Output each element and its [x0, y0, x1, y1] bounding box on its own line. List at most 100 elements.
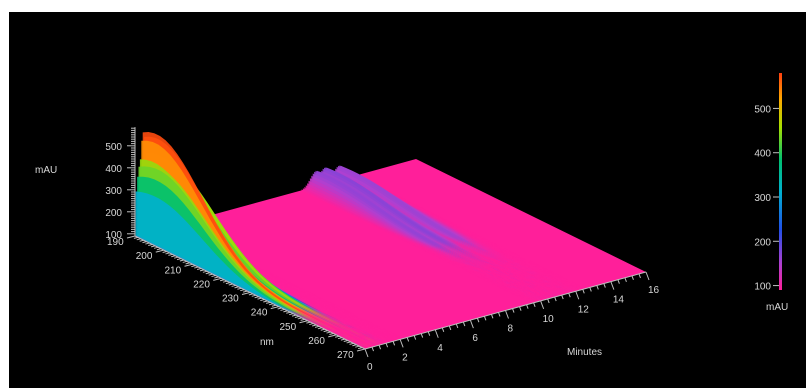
time-minor-tick [476, 318, 480, 323]
wavelength-minor-tick [289, 313, 294, 316]
spectral-surface-slice [309, 178, 540, 302]
time-minor-tick [420, 333, 424, 338]
wavelength-minor-tick [179, 259, 184, 262]
spectral-surface-slice [307, 183, 538, 302]
spectral-surface-slice [356, 175, 587, 289]
wavelength-minor-tick [271, 304, 276, 307]
time-tick-label: 0 [367, 362, 373, 373]
wavelength-minor-tick [349, 342, 354, 345]
wavelength-minor-tick [225, 282, 230, 285]
time-minor-tick [624, 277, 627, 282]
spectral-surface-slice [335, 168, 566, 295]
z-axis-layer: 100 200 300 400 500 [105, 127, 136, 241]
time-minor-tick [526, 304, 529, 309]
time-tick-label: 10 [543, 314, 555, 325]
time-minor-tick [596, 285, 599, 290]
wavelength-minor-tick [197, 268, 202, 270]
time-tick-mark [434, 329, 439, 338]
time-minor-tick [490, 314, 494, 319]
wavelength-tick-mark [241, 292, 251, 295]
time-minor-tick [603, 283, 606, 288]
time-minor-tick [441, 327, 445, 333]
wavelength-minor-tick [234, 286, 239, 289]
time-tick-mark [505, 310, 509, 319]
time-minor-tick [378, 344, 382, 350]
time-tick-mark [610, 281, 615, 290]
wavelength-tick-mark [299, 320, 308, 324]
time-minor-tick [483, 316, 487, 321]
wavelength-tick-label: 270 [337, 350, 354, 361]
time-tick-mark [469, 319, 474, 329]
wavelength-minor-tick [194, 266, 199, 269]
time-tick-label: 8 [508, 324, 514, 335]
z-tick-label: 500 [105, 142, 122, 153]
wavelength-minor-tick [283, 310, 288, 313]
wavelength-minor-tick [297, 317, 302, 320]
time-minor-tick [498, 312, 501, 317]
time-tick-label: 6 [472, 333, 478, 344]
time-minor-tick [589, 287, 592, 292]
spectral-surface-slice [311, 175, 542, 301]
spectral-surface-slice [312, 173, 543, 301]
time-minor-tick [582, 289, 585, 294]
time-minor-tick [568, 292, 571, 298]
time-minor-tick [462, 321, 466, 327]
wavelength-minor-tick [254, 296, 259, 299]
spectral-surface-slice [314, 171, 545, 300]
time-minor-tick [617, 279, 620, 284]
time-minor-tick [427, 331, 431, 336]
wavelength-minor-tick [314, 325, 320, 328]
time-tick-mark [575, 291, 580, 300]
wavelength-tick-label: 220 [193, 279, 210, 290]
baseline-floor [135, 159, 646, 349]
time-tick-mark [399, 339, 404, 348]
time-minor-tick [519, 306, 522, 311]
wavelength-minor-tick [323, 330, 328, 333]
colorbar-gradient [779, 73, 782, 290]
wavelength-minor-tick [248, 293, 253, 296]
colorbar-tick-label: 500 [754, 104, 771, 115]
time-tick-label: 12 [578, 304, 590, 315]
spectral-surface-slice [137, 176, 368, 349]
time-tick-label: 14 [613, 295, 625, 306]
axes-layer: 190 200 210 220 230 240 250 260 270 0 2 4 6 8 10 12 14 16 [107, 235, 660, 373]
wavelength-minor-tick [294, 316, 299, 318]
wavelength-minor-tick [335, 335, 340, 338]
time-minor-tick [455, 323, 459, 329]
colorbar-tick-label: 300 [754, 193, 771, 204]
wavelength-minor-tick [199, 269, 205, 272]
wavelength-tick-label: 230 [222, 294, 239, 305]
wavelength-minor-tick [214, 276, 219, 279]
colorbar-tick-label: 100 [754, 282, 771, 293]
wavelength-minor-tick [306, 321, 311, 324]
wavelength-minor-tick [355, 345, 360, 348]
time-tick-mark [540, 300, 545, 310]
wavelength-minor-tick [317, 327, 322, 330]
time-minor-tick [371, 346, 374, 352]
wavelength-tick-label: 250 [280, 322, 297, 333]
colorbar-tick-label: 400 [754, 149, 771, 160]
z-tick-label: 300 [105, 186, 122, 197]
wavelength-minor-tick [222, 280, 228, 283]
wavelength-minor-tick [185, 262, 190, 265]
floor-layer [135, 159, 646, 349]
wavelength-minor-tick [320, 328, 325, 331]
surface-layer [135, 132, 587, 349]
wavelength-minor-tick [182, 260, 187, 263]
wavelength-minor-tick [228, 283, 233, 286]
wavelength-tick-label: 210 [165, 265, 182, 276]
time-minor-tick [392, 341, 396, 346]
spectral-surface-slice [338, 165, 569, 294]
wavelength-minor-tick [171, 255, 176, 258]
wavelength-minor-tick [352, 344, 357, 347]
wavelength-minor-tick [202, 270, 207, 273]
wavelength-minor-tick [220, 279, 225, 282]
time-tick-label: 2 [402, 352, 408, 363]
spectral-surface-slice [304, 187, 535, 303]
wavelength-tick-mark [328, 334, 337, 338]
time-minor-tick [533, 302, 536, 307]
time-tick-label: 16 [648, 285, 660, 296]
spectral-surface-slice [135, 191, 366, 349]
z-tick-label: 100 [105, 230, 122, 241]
